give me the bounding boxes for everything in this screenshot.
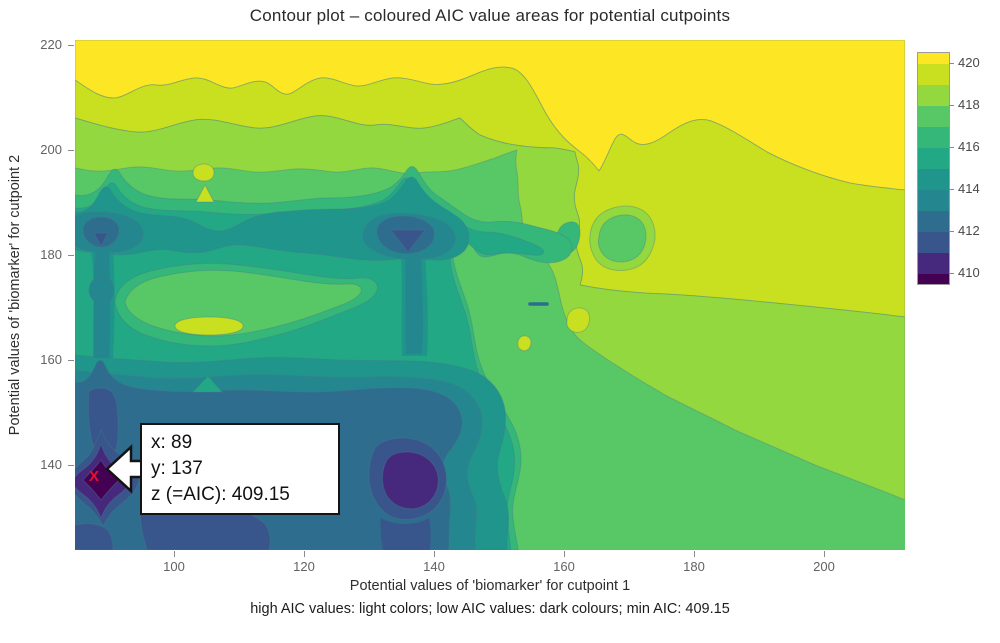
colorbar-band — [918, 106, 949, 127]
contour-column-left-dark — [93, 250, 111, 358]
y-tick-label: 180 — [40, 247, 62, 263]
colorbar-tick — [949, 231, 954, 232]
colorbar-band — [918, 253, 949, 274]
contour-tri-y183-right — [390, 229, 426, 253]
contour-band-418-419 — [75, 115, 905, 501]
y-axis-title: Potential values of 'biomarker' for cutp… — [7, 154, 23, 436]
x-tick — [563, 551, 565, 557]
colorbar-tick — [949, 63, 954, 64]
x-tick-label: 160 — [553, 559, 575, 574]
x-tick — [693, 551, 695, 557]
x-axis-title: Potential values of 'biomarker' for cutp… — [349, 578, 631, 594]
chart-title: Contour plot – coloured AIC value areas … — [249, 6, 731, 25]
colorbar-band — [918, 169, 949, 190]
min-point-callout[interactable]: x: 89 y: 137 z (=AIC): 409.15 — [140, 423, 340, 515]
contour-column-right-dark — [405, 258, 423, 354]
colorbar-tick-label: 418 — [958, 97, 980, 112]
x-tick — [173, 551, 175, 557]
contour-spot-89-172 — [88, 276, 115, 305]
colorbar-band — [918, 64, 949, 85]
colorbar-band — [918, 85, 949, 106]
colorbar-tick — [949, 189, 954, 190]
colorbar-tick-label: 410 — [958, 265, 980, 280]
y-tick-label: 200 — [40, 142, 62, 158]
y-tick — [68, 45, 74, 47]
x-tick-label: 100 — [163, 559, 185, 574]
contour-basin2-foot — [380, 518, 431, 550]
colorbar-band — [918, 232, 949, 253]
colorbar-tick-label: 414 — [958, 181, 980, 196]
contour-core-y183-left — [82, 216, 120, 248]
x-tick-label: 180 — [683, 559, 705, 574]
x-tick — [303, 551, 305, 557]
contour-bottom-left-bump — [75, 523, 114, 550]
x-tick-label: 120 — [293, 559, 315, 574]
x-tick — [433, 551, 435, 557]
callout-x-value: x: 89 — [151, 432, 193, 453]
colorbar-tick-label: 416 — [958, 139, 980, 154]
y-tick-label: 140 — [40, 457, 62, 473]
y-tick — [68, 255, 74, 257]
colorbar-tick — [949, 105, 954, 106]
contour-island-core — [597, 214, 647, 263]
minimum-x-marker[interactable]: X — [89, 468, 99, 485]
x-tick-label: 140 — [423, 559, 445, 574]
colorbar-band — [918, 190, 949, 211]
x-tick — [823, 551, 825, 557]
colorbar[interactable] — [917, 52, 950, 285]
y-tick — [68, 360, 74, 362]
colorbar-band — [918, 274, 949, 284]
colorbar-tick — [949, 147, 954, 148]
callout-z-value: z (=AIC): 409.15 — [151, 484, 290, 505]
lime-blob-154-164 — [517, 335, 532, 352]
lime-blob-162-167 — [566, 307, 591, 333]
lime-lens-core — [174, 316, 244, 336]
colorbar-tick-label: 412 — [958, 223, 980, 238]
y-tick-label: 160 — [40, 352, 62, 368]
y-tick — [68, 150, 74, 152]
colorbar-band — [918, 211, 949, 232]
contour-island-103-156 — [192, 375, 223, 393]
caption-footnote: high AIC values: light colors; low AIC v… — [250, 601, 730, 617]
lime-triangle-104-191 — [195, 184, 215, 203]
colorbar-band — [918, 148, 949, 169]
contour-tri-y183-left — [93, 232, 109, 247]
colorbar-tick-label: 420 — [958, 55, 980, 70]
x-tick-label: 200 — [813, 559, 835, 574]
y-tick — [68, 465, 74, 467]
callout-y-value: y: 137 — [151, 458, 203, 479]
colorbar-band — [918, 53, 949, 64]
contour-basin2-core — [382, 451, 439, 510]
y-tick-label: 220 — [40, 37, 62, 53]
lime-blob-104-194 — [192, 163, 215, 182]
colorbar-tick — [949, 273, 954, 274]
colorbar-band — [918, 127, 949, 148]
